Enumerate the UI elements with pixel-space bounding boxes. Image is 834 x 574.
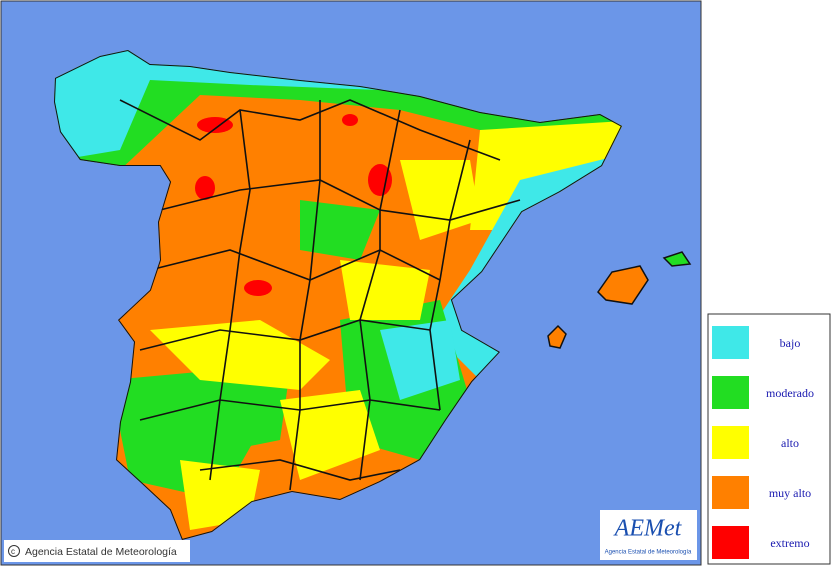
credit-box [4,540,190,562]
legend-label: bajo [780,336,801,350]
legend-label: extremo [770,536,809,550]
province-borders [119,99,521,491]
legend-swatch [712,376,749,409]
logo-box [600,510,697,560]
legend-label: muy alto [769,486,811,500]
legend-label: moderado [766,386,814,400]
legend-label: alto [781,436,799,450]
logo-name: AEMet [613,516,683,542]
legend-swatch [712,526,749,559]
credit-text: Agencia Estatal de Meteorología [25,546,177,558]
mallorca [597,265,649,305]
copyright-icon [8,545,20,557]
legend-swatch [712,426,749,459]
menorca [662,251,692,267]
copyright-c: c [11,547,15,556]
legend-swatch [712,326,749,359]
logo-subtitle: Agencia Estatal de Meteorología [605,550,692,556]
ibiza [547,324,567,349]
legend-swatch [712,476,749,509]
legend-items: bajo moderado alto muy alto extremo [712,326,814,559]
